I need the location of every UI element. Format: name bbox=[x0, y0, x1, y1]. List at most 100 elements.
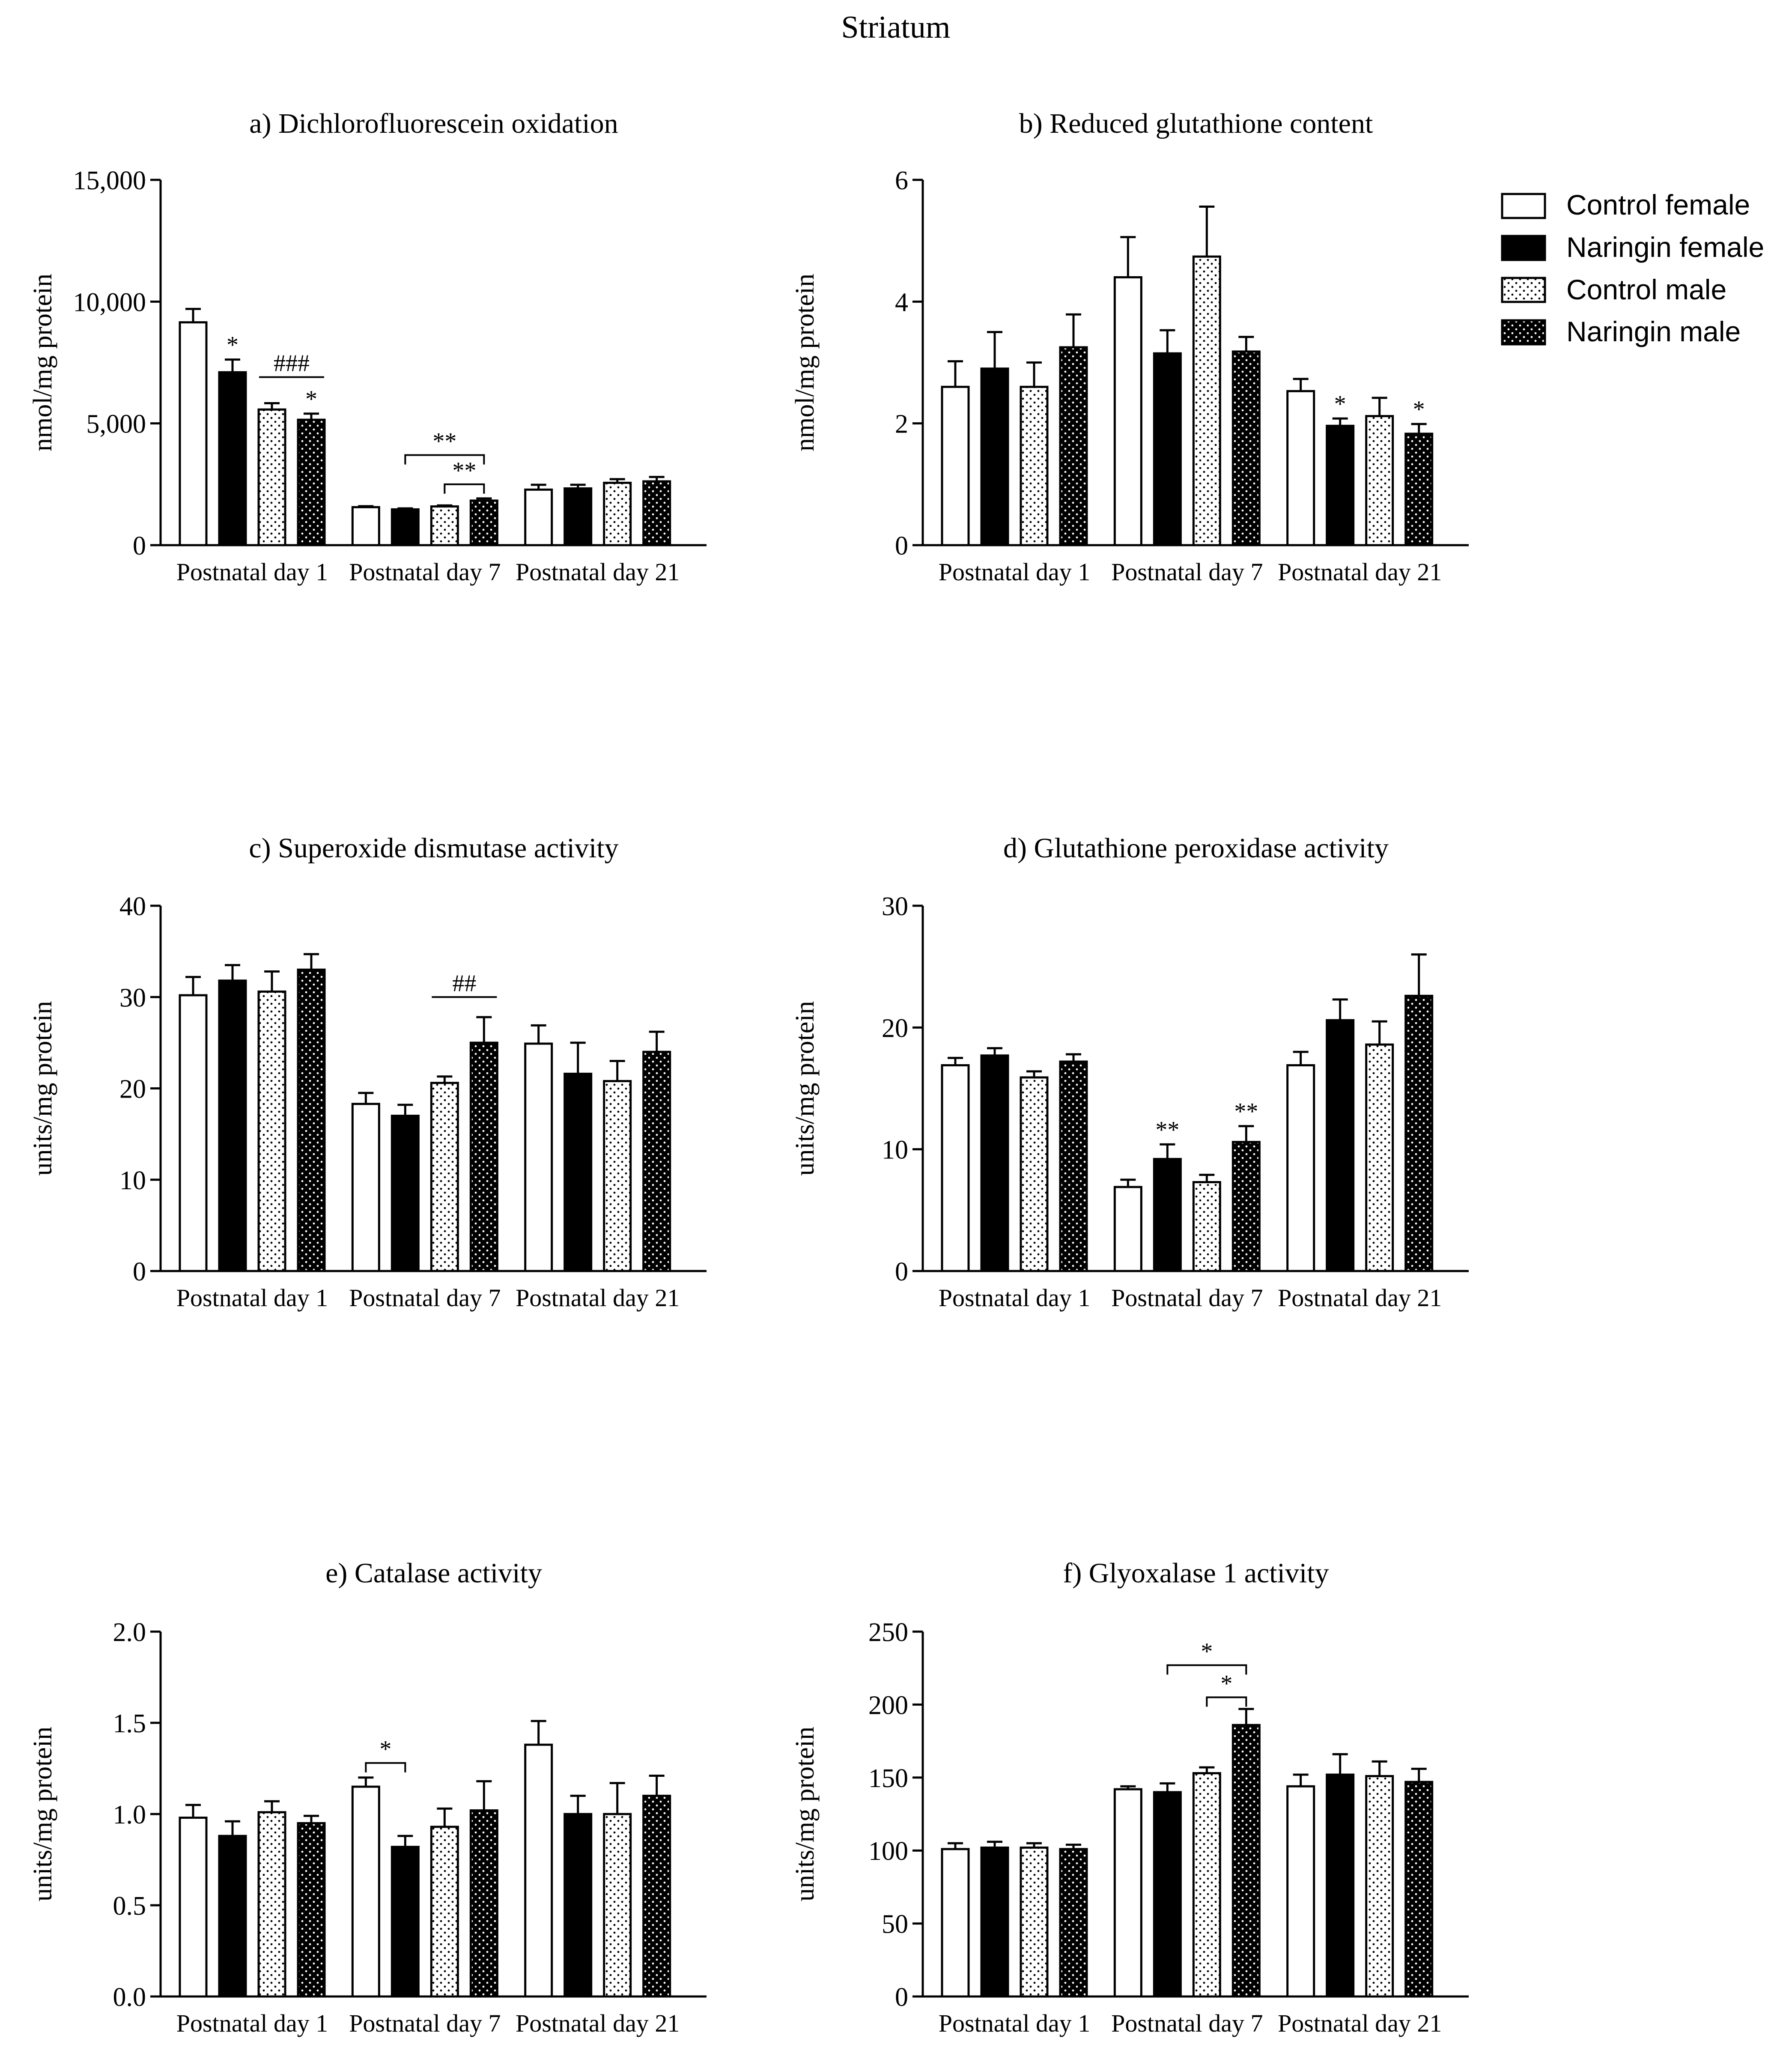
bar-e-control-male-0 bbox=[257, 1811, 286, 1998]
chart-title-c: c) Superoxide dismutase activity bbox=[249, 833, 618, 864]
bar-c-naringin-male-2 bbox=[642, 1050, 671, 1272]
significance-mark-f-1: * bbox=[1220, 1670, 1232, 1697]
bar-e-naringin-male-2 bbox=[642, 1794, 671, 1998]
y-tick-label-e-4: 2.0 bbox=[113, 1618, 146, 1647]
y-tick-label-f-3: 150 bbox=[868, 1764, 908, 1793]
significance-star-d-0: ** bbox=[1155, 1116, 1179, 1143]
bar-d-control-male-1 bbox=[1192, 1181, 1221, 1272]
y-tick-label-d-0: 0 bbox=[895, 1257, 908, 1286]
bar-a-naringin-male-0 bbox=[297, 418, 326, 546]
significance-star-b-0: * bbox=[1334, 391, 1346, 417]
chart-title-d: d) Glutathione peroxidase activity bbox=[1003, 833, 1389, 864]
bar-a-control-male-1 bbox=[430, 505, 459, 546]
y-tick-label-f-4: 200 bbox=[868, 1691, 908, 1720]
x-tick-label-f-2: Postnatal day 21 bbox=[1278, 2009, 1442, 2037]
bar-d-naringin-male-0 bbox=[1059, 1060, 1088, 1272]
bar-b-naringin-male-2 bbox=[1404, 433, 1434, 546]
bar-c-naringin-male-0 bbox=[297, 968, 326, 1272]
bar-c-control-male-0 bbox=[257, 990, 286, 1272]
bar-d-control-female-0 bbox=[941, 1064, 970, 1272]
bar-d-control-female-1 bbox=[1113, 1186, 1142, 1272]
bar-d-naringin-female-0 bbox=[980, 1054, 1009, 1272]
bar-b-naringin-male-1 bbox=[1231, 350, 1261, 546]
bar-f-naringin-male-2 bbox=[1404, 1781, 1434, 1998]
significance-mark-a-0: ### bbox=[274, 350, 310, 377]
legend-swatch-control-male bbox=[1501, 277, 1546, 303]
bar-a-control-female-0 bbox=[179, 321, 208, 546]
y-tick-label-a-0: 0 bbox=[133, 531, 146, 561]
y-tick-label-c-0: 0 bbox=[133, 1257, 146, 1286]
bar-a-naringin-male-2 bbox=[642, 480, 671, 546]
bar-b-control-female-1 bbox=[1113, 276, 1142, 546]
y-tick-label-e-2: 1.0 bbox=[113, 1800, 146, 1829]
bar-a-control-male-2 bbox=[603, 481, 632, 546]
y-tick-label-e-3: 1.5 bbox=[113, 1709, 146, 1738]
bar-f-control-female-0 bbox=[941, 1848, 970, 1998]
significance-bracket-a-2 bbox=[444, 483, 485, 494]
y-tick-label-c-2: 20 bbox=[119, 1075, 146, 1104]
y-tick-label-d-1: 10 bbox=[882, 1136, 908, 1165]
legend-swatch-control-female bbox=[1501, 193, 1546, 219]
x-tick-label-d-2: Postnatal day 21 bbox=[1278, 1284, 1442, 1312]
y-tick-label-c-4: 40 bbox=[119, 892, 146, 921]
bar-e-control-male-2 bbox=[603, 1813, 632, 1998]
y-tick-label-c-1: 10 bbox=[119, 1166, 146, 1195]
bar-d-control-male-2 bbox=[1365, 1043, 1394, 1272]
chart-title-b: b) Reduced glutathione content bbox=[1019, 108, 1373, 139]
legend-label-control-male: Control male bbox=[1566, 274, 1726, 305]
x-tick-label-c-1: Postnatal day 7 bbox=[349, 1284, 501, 1312]
significance-star-a-0: * bbox=[227, 332, 239, 358]
bar-f-naringin-male-1 bbox=[1231, 1724, 1261, 1998]
bar-f-naringin-female-0 bbox=[980, 1846, 1009, 1998]
x-tick-label-f-1: Postnatal day 7 bbox=[1111, 2009, 1263, 2037]
bar-c-naringin-female-1 bbox=[391, 1114, 420, 1272]
bar-e-naringin-male-0 bbox=[297, 1822, 326, 1998]
y-tick-label-c-3: 30 bbox=[119, 983, 146, 1012]
bar-f-control-male-2 bbox=[1365, 1775, 1394, 1998]
x-tick-label-f-0: Postnatal day 1 bbox=[939, 2009, 1090, 2037]
legend-swatch-naringin-male bbox=[1501, 319, 1546, 346]
y-tick-label-f-2: 100 bbox=[868, 1837, 908, 1866]
y-axis-label-e: units/mg protein bbox=[28, 1727, 57, 1901]
y-tick-label-d-3: 30 bbox=[882, 892, 908, 921]
legend-label-naringin-female: Naringin female bbox=[1566, 231, 1764, 263]
bar-f-control-male-0 bbox=[1020, 1846, 1049, 1998]
bar-f-control-female-2 bbox=[1286, 1785, 1315, 1998]
y-tick-label-d-2: 20 bbox=[882, 1014, 908, 1043]
y-axis-label-c: units/mg protein bbox=[28, 1001, 57, 1176]
bar-d-naringin-male-2 bbox=[1404, 994, 1434, 1272]
y-tick-label-f-1: 50 bbox=[882, 1910, 908, 1939]
bar-c-naringin-male-1 bbox=[469, 1041, 498, 1272]
panel-f: f) Glyoxalase 1 activity units/mg protein… bbox=[790, 1558, 1469, 2037]
bar-b-control-male-2 bbox=[1365, 415, 1394, 546]
y-axis-label-b: nmol/mg protein bbox=[790, 274, 820, 451]
x-tick-label-e-0: Postnatal day 1 bbox=[176, 2009, 328, 2037]
bar-c-control-male-1 bbox=[430, 1082, 459, 1272]
bar-c-control-female-2 bbox=[524, 1042, 553, 1272]
bar-e-control-male-1 bbox=[430, 1826, 459, 1998]
panel-d: d) Glutathione peroxidase activity units/… bbox=[790, 833, 1469, 1312]
significance-mark-f-0: * bbox=[1201, 1638, 1213, 1665]
bar-e-naringin-male-1 bbox=[469, 1809, 498, 1998]
bar-f-control-female-1 bbox=[1113, 1788, 1142, 1998]
bar-d-naringin-male-1 bbox=[1231, 1141, 1261, 1272]
bar-e-control-female-0 bbox=[179, 1817, 208, 1998]
bar-a-control-female-1 bbox=[351, 506, 380, 546]
x-tick-label-a-1: Postnatal day 7 bbox=[349, 558, 501, 586]
x-tick-label-b-2: Postnatal day 21 bbox=[1278, 558, 1442, 586]
x-tick-label-b-0: Postnatal day 1 bbox=[939, 558, 1090, 586]
significance-mark-c-0: ## bbox=[452, 970, 476, 997]
bar-b-control-female-2 bbox=[1286, 390, 1315, 546]
bar-c-control-female-0 bbox=[179, 994, 208, 1272]
significance-bracket-f-1 bbox=[1206, 1696, 1247, 1707]
x-tick-label-e-1: Postnatal day 7 bbox=[349, 2009, 501, 2037]
legend: Control female Naringin female Control m… bbox=[1501, 189, 1764, 347]
x-tick-label-e-2: Postnatal day 21 bbox=[516, 2009, 680, 2037]
bar-a-naringin-female-2 bbox=[564, 487, 593, 546]
significance-mark-a-2: ** bbox=[452, 457, 476, 484]
x-tick-label-d-1: Postnatal day 7 bbox=[1111, 1284, 1263, 1312]
bar-d-naringin-female-1 bbox=[1153, 1158, 1182, 1272]
figure-title: Striatum bbox=[841, 10, 951, 45]
y-tick-label-e-0: 0.0 bbox=[113, 1983, 146, 2012]
bar-e-naringin-female-0 bbox=[218, 1835, 247, 1998]
